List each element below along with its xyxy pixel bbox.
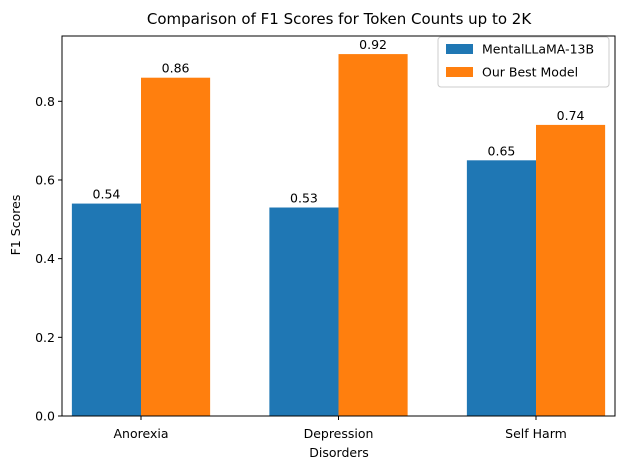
y-tick-label: 0.8 — [35, 94, 55, 109]
legend-box — [437, 36, 610, 88]
legend-label: Our Best Model — [482, 65, 578, 80]
bar-series1-self-harm — [466, 160, 536, 416]
bar-series2-anorexia — [141, 77, 211, 416]
x-axis-label: Disorders — [309, 445, 368, 460]
data-label: 0.92 — [359, 37, 387, 52]
plot-area: 0.54 0.53 0.65 0.86 0.92 0.74 0.0 0.2 0.4 0.6 0.8 A… — [35, 35, 616, 441]
data-label: 0.86 — [162, 61, 190, 76]
legend-swatch — [446, 67, 473, 77]
legend-swatch — [446, 44, 473, 54]
x-tick-label: Depression — [304, 426, 374, 441]
legend-label: MentalLLaMA-13B — [482, 42, 594, 57]
data-label: 0.53 — [290, 191, 318, 206]
y-tick-label: 0.4 — [35, 251, 55, 266]
y-axis-label: F1 Scores — [8, 195, 23, 256]
legend: MentalLLaMA-13B Our Best Model — [437, 36, 610, 88]
y-tick-label: 0.6 — [35, 172, 55, 187]
y-tick-label: 0.2 — [35, 330, 55, 345]
data-label: 0.54 — [93, 187, 121, 202]
bar-series2-self-harm — [536, 124, 606, 416]
y-tick-label: 0.0 — [35, 409, 55, 424]
x-tick-label: Self Harm — [505, 426, 567, 441]
x-tick-label: Anorexia — [114, 426, 169, 441]
chart-title: Comparison of F1 Scores for Token Counts… — [147, 10, 532, 28]
bar-series1-depression — [269, 207, 339, 416]
bar-series2-depression — [338, 54, 408, 416]
bar-series1-anorexia — [71, 203, 141, 416]
data-label: 0.65 — [488, 143, 516, 158]
data-label: 0.74 — [557, 108, 585, 123]
